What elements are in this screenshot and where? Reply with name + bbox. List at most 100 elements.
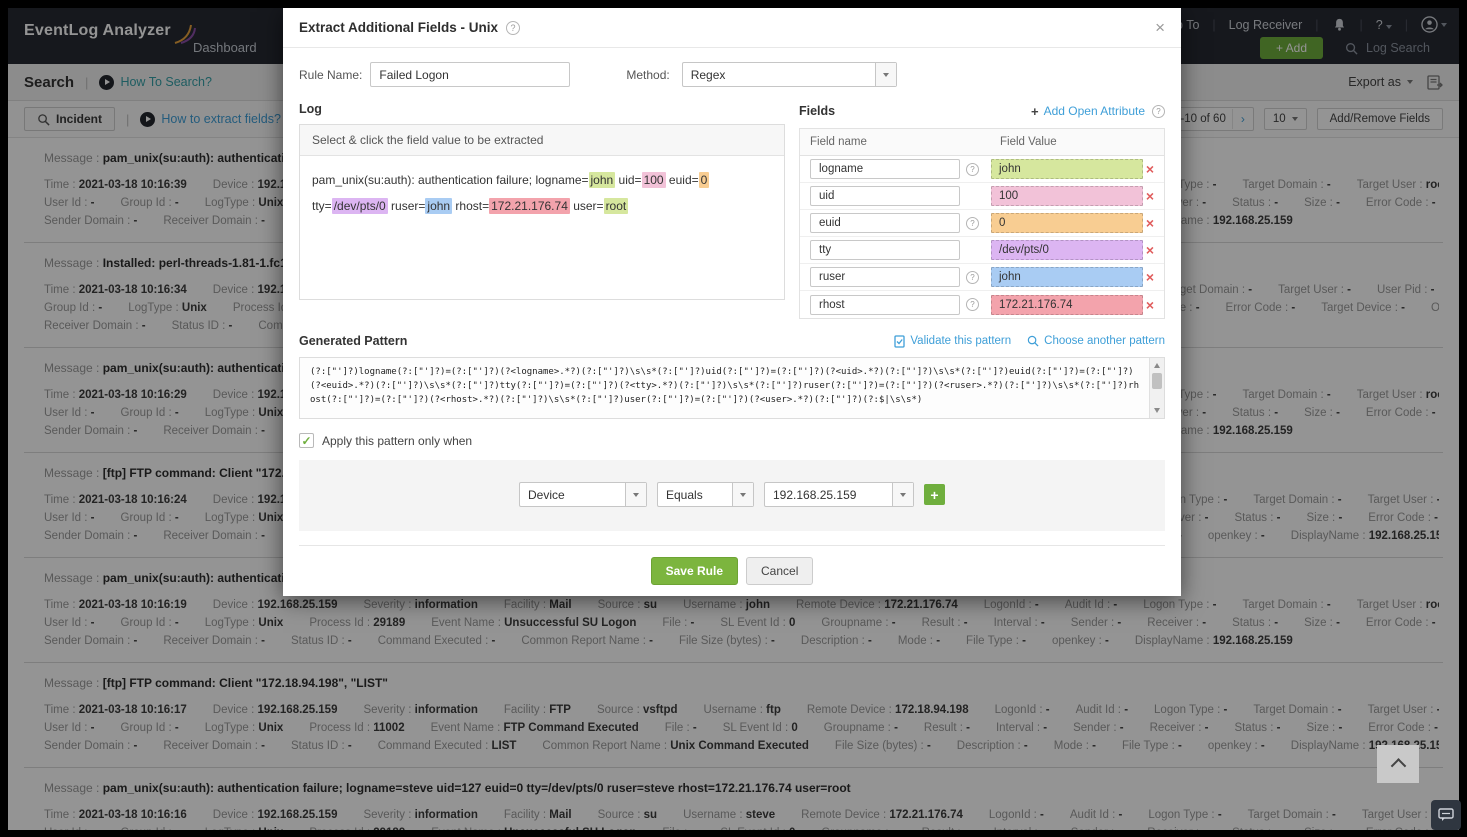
help-menu[interactable]: ? [1376, 18, 1392, 32]
log-field: Process Id : 29189 [309, 824, 405, 830]
field-name-input[interactable] [810, 213, 960, 233]
log-field: LogType : Unix [205, 404, 284, 422]
add-remove-fields-button[interactable]: Add/Remove Fields [1316, 108, 1443, 130]
incident-button[interactable]: Incident [24, 107, 116, 131]
apply-pattern-checkbox[interactable]: ✓ [299, 433, 314, 448]
delete-field-icon[interactable]: × [1145, 215, 1154, 231]
log-receiver-link[interactable]: Log Receiver [1228, 17, 1303, 32]
field-key: Logon Type : [1143, 599, 1213, 611]
help-icon[interactable]: ? [966, 216, 979, 230]
field-value: - [1326, 599, 1331, 611]
field-name-input[interactable] [810, 159, 960, 179]
extractable-value[interactable]: /dev/pts/0 [331, 197, 388, 214]
nav-dashboard[interactable]: Dashboard [193, 40, 257, 55]
help-icon[interactable]: ? [1152, 104, 1165, 118]
add-button[interactable]: + Add [1259, 37, 1323, 59]
field-value-chip[interactable]: 100 [991, 186, 1143, 206]
scroll-to-top-button[interactable] [1377, 745, 1419, 783]
condition-operator-dropdown[interactable]: Equals [657, 482, 754, 507]
add-condition-button[interactable]: + [924, 484, 945, 505]
log-field: Status ID : - [291, 737, 352, 755]
next-page-button[interactable]: › [1240, 112, 1245, 126]
delete-field-icon[interactable]: × [1145, 269, 1154, 285]
field-key: Severity : [363, 599, 415, 611]
condition-field-dropdown[interactable]: Device [519, 482, 647, 507]
field-name-input[interactable] [810, 240, 960, 260]
field-value-chip[interactable]: /dev/pts/0 [991, 240, 1143, 260]
field-value: root [1425, 599, 1439, 611]
how-to-search-link[interactable]: How To Search? [120, 75, 212, 89]
condition-field-value: Device [528, 487, 565, 502]
export-report-icon[interactable] [1427, 74, 1443, 90]
delete-field-icon[interactable]: × [1145, 296, 1154, 313]
field-value-chip[interactable]: john [991, 267, 1143, 287]
method-dropdown[interactable]: Regex [681, 62, 897, 87]
validate-pattern-link[interactable]: Validate this pattern [894, 334, 1011, 348]
export-as-dropdown[interactable]: Export as [1348, 75, 1413, 89]
page-size-dropdown[interactable]: 10 [1263, 108, 1307, 130]
log-search-button[interactable]: Log Search [1335, 37, 1447, 59]
pattern-scrollbar[interactable] [1149, 358, 1164, 418]
log-field: LogType : Unix [205, 824, 284, 830]
log-field: Username : ftp [704, 701, 781, 719]
save-rule-button[interactable]: Save Rule [650, 557, 738, 585]
field-value-chip[interactable]: john [991, 159, 1143, 179]
field-key: Common Report Name : [542, 740, 671, 752]
log-field: Sender : - [1071, 824, 1122, 830]
rule-name-input[interactable] [370, 62, 571, 87]
field-value: - [963, 617, 968, 629]
extractable-value[interactable]: 0 [698, 172, 710, 188]
log-field: Event Name : Unsuccessful SU Logon [431, 824, 636, 830]
field-value-chip[interactable]: 0 [991, 213, 1143, 233]
log-field: Device : 192.168.25.159 [213, 806, 338, 824]
delete-field-icon[interactable]: × [1145, 242, 1154, 258]
app-logo[interactable]: EventLog Analyzer [24, 22, 197, 46]
log-field: Status ID : - [291, 632, 352, 650]
field-value: root [1425, 389, 1439, 401]
field-value: 192.168.25.159 [257, 704, 338, 716]
choose-pattern-link[interactable]: Choose another pattern [1027, 335, 1165, 347]
add-open-attribute-link[interactable]: Add Open Attribute [1043, 104, 1145, 118]
how-to-extract-link[interactable]: How to extract fields? [161, 112, 281, 126]
field-key: Remote Device : [801, 809, 890, 821]
field-name-input[interactable] [810, 267, 960, 287]
field-key: User Id : [44, 407, 91, 419]
message-label: Message : [44, 781, 103, 795]
extractable-value[interactable]: john [425, 197, 453, 214]
cancel-button[interactable]: Cancel [746, 557, 814, 585]
field-value: 0 [791, 722, 798, 734]
feedback-chat-button[interactable] [1431, 800, 1461, 830]
field-value: - [133, 215, 138, 227]
delete-field-icon[interactable]: × [1145, 188, 1154, 204]
help-icon[interactable]: ? [966, 298, 979, 311]
extractable-value[interactable]: john [588, 172, 616, 188]
field-value: 2021-03-18 10:16:17 [78, 704, 187, 716]
notifications-bell-icon[interactable] [1332, 17, 1347, 32]
delete-field-icon[interactable]: × [1145, 161, 1154, 177]
extractable-value[interactable]: 172.21.176.74 [489, 197, 570, 214]
field-value-chip[interactable]: 172.21.176.74 [991, 294, 1143, 315]
field-name-column: Field name [810, 136, 867, 148]
field-key: Target User : [1356, 389, 1426, 401]
field-name-input[interactable] [810, 186, 960, 206]
fields-table: Field name Field Value ?john×100×?0×/dev… [799, 128, 1165, 319]
field-key: Audit Id : [1069, 809, 1119, 821]
field-value: information [414, 704, 478, 716]
field-value: - [936, 635, 941, 647]
field-name-input[interactable] [810, 294, 960, 315]
help-icon[interactable]: ? [966, 162, 979, 176]
field-key: Process Id : [309, 722, 374, 734]
extractable-value[interactable]: root [603, 197, 629, 214]
field-key: Event Name : [431, 827, 504, 830]
log-field: Target User : root [1357, 596, 1439, 614]
field-key: Target Domain : [1242, 179, 1327, 191]
condition-value-dropdown[interactable]: 192.168.25.159 [764, 482, 914, 507]
help-icon[interactable]: ? [506, 20, 521, 35]
user-avatar[interactable] [1421, 16, 1447, 33]
field-value: - [133, 425, 138, 437]
help-icon[interactable]: ? [966, 270, 979, 284]
log-field: File Type : - [1122, 737, 1182, 755]
extractable-value[interactable]: 100 [641, 172, 666, 188]
close-icon[interactable]: × [1155, 18, 1165, 37]
field-key: Source : [597, 599, 644, 611]
